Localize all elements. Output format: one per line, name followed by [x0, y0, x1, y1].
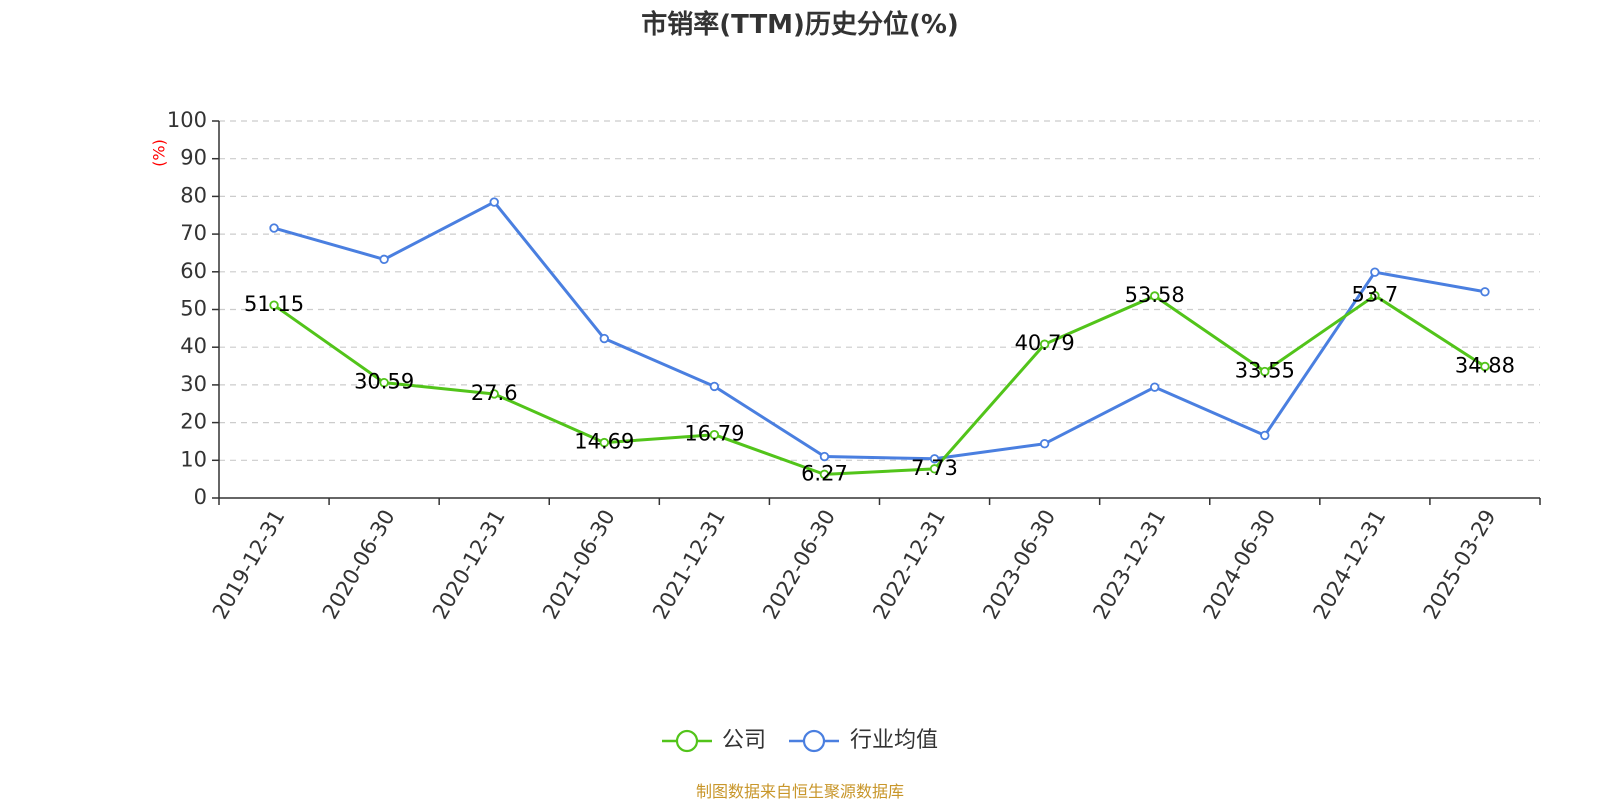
data-point — [1150, 291, 1160, 301]
x-tick-label: 2021-12-31 — [648, 506, 730, 624]
data-label: 53.58 — [1125, 283, 1185, 307]
data-label: 30.59 — [354, 370, 414, 394]
y-tick-label: 10 — [180, 447, 207, 471]
data-label: 27.6 — [471, 381, 518, 405]
data-point — [1480, 361, 1490, 372]
data-point — [379, 377, 389, 388]
data-label: 40.79 — [1015, 331, 1075, 355]
data-point — [819, 451, 830, 462]
y-tick-label: 30 — [180, 372, 207, 396]
series — [269, 197, 1490, 480]
data-point — [269, 300, 279, 310]
data-label: 14.69 — [574, 430, 634, 454]
y-axis-label: (%) — [150, 139, 169, 167]
data-label: 51.15 — [244, 292, 304, 316]
data-point — [269, 223, 279, 233]
data-labels: 51.15 30.59 27.6 14.69 16.79 6.27 7.73 40.79 53.… — [244, 283, 1515, 486]
axes: 0 10 20 30 40 50 60 70 80 90 100 2019-12-31 2020-06-… — [167, 108, 1541, 624]
source-note: 制图数据来自恒生聚源数据库 — [695, 782, 904, 801]
x-tick-label: 2023-12-31 — [1088, 506, 1170, 624]
data-point — [1039, 339, 1050, 349]
data-point — [1150, 382, 1160, 392]
data-point — [1260, 430, 1270, 441]
x-tick-label: 2020-06-30 — [318, 506, 400, 624]
data-label: 53.7 — [1351, 283, 1398, 307]
data-point — [599, 437, 609, 448]
data-point — [709, 430, 720, 440]
x-tick-label: 2023-06-30 — [978, 506, 1060, 624]
x-tick-label: 2024-12-31 — [1309, 506, 1391, 624]
data-label: 6.27 — [801, 461, 848, 485]
x-tick-label: 2022-12-31 — [868, 506, 950, 624]
y-tick-label: 100 — [167, 108, 207, 132]
series-line — [273, 200, 1486, 461]
y-tick-label: 0 — [194, 485, 207, 509]
data-label: 16.79 — [684, 422, 744, 446]
data-point — [599, 333, 609, 344]
y-tick-label: 60 — [180, 259, 207, 283]
legend: 公司 行业均值 — [662, 728, 938, 753]
x-tick-label: 2020-12-31 — [428, 506, 510, 624]
x-tick-label: 2025-03-29 — [1419, 506, 1501, 624]
legend-marker — [802, 729, 826, 753]
data-point — [1370, 290, 1380, 301]
data-point — [1480, 287, 1490, 297]
data-point — [379, 254, 389, 265]
data-label: 34.88 — [1455, 354, 1515, 378]
data-point — [819, 469, 830, 480]
y-tick-label: 50 — [180, 297, 207, 321]
x-tick-label: 2022-06-30 — [758, 506, 840, 624]
data-point — [1039, 439, 1050, 449]
x-tick-label: 2021-06-30 — [538, 506, 620, 624]
data-label: 7.73 — [911, 456, 958, 480]
x-tick-label: 2019-12-31 — [208, 506, 290, 624]
data-point — [929, 464, 940, 474]
chart-title: 市销率(TTM)历史分位(%) — [641, 10, 959, 40]
y-tick-label: 20 — [180, 410, 207, 434]
data-point — [489, 197, 499, 207]
x-tick-label: 2024-06-30 — [1199, 506, 1281, 624]
data-point — [489, 389, 499, 399]
data-point — [1370, 267, 1380, 277]
legend-marker — [675, 729, 699, 753]
series-line — [273, 294, 1486, 476]
y-tick-label: 70 — [180, 221, 207, 245]
legend-label: 公司 — [722, 728, 766, 753]
y-tick-label: 40 — [180, 334, 207, 358]
data-label: 33.55 — [1235, 359, 1295, 383]
data-point — [709, 381, 720, 392]
gridlines — [219, 120, 1540, 461]
data-point — [929, 454, 940, 464]
legend-label: 行业均值 — [850, 728, 938, 753]
y-tick-label: 90 — [180, 146, 207, 170]
y-tick-label: 80 — [180, 183, 207, 207]
data-point — [1260, 366, 1270, 377]
